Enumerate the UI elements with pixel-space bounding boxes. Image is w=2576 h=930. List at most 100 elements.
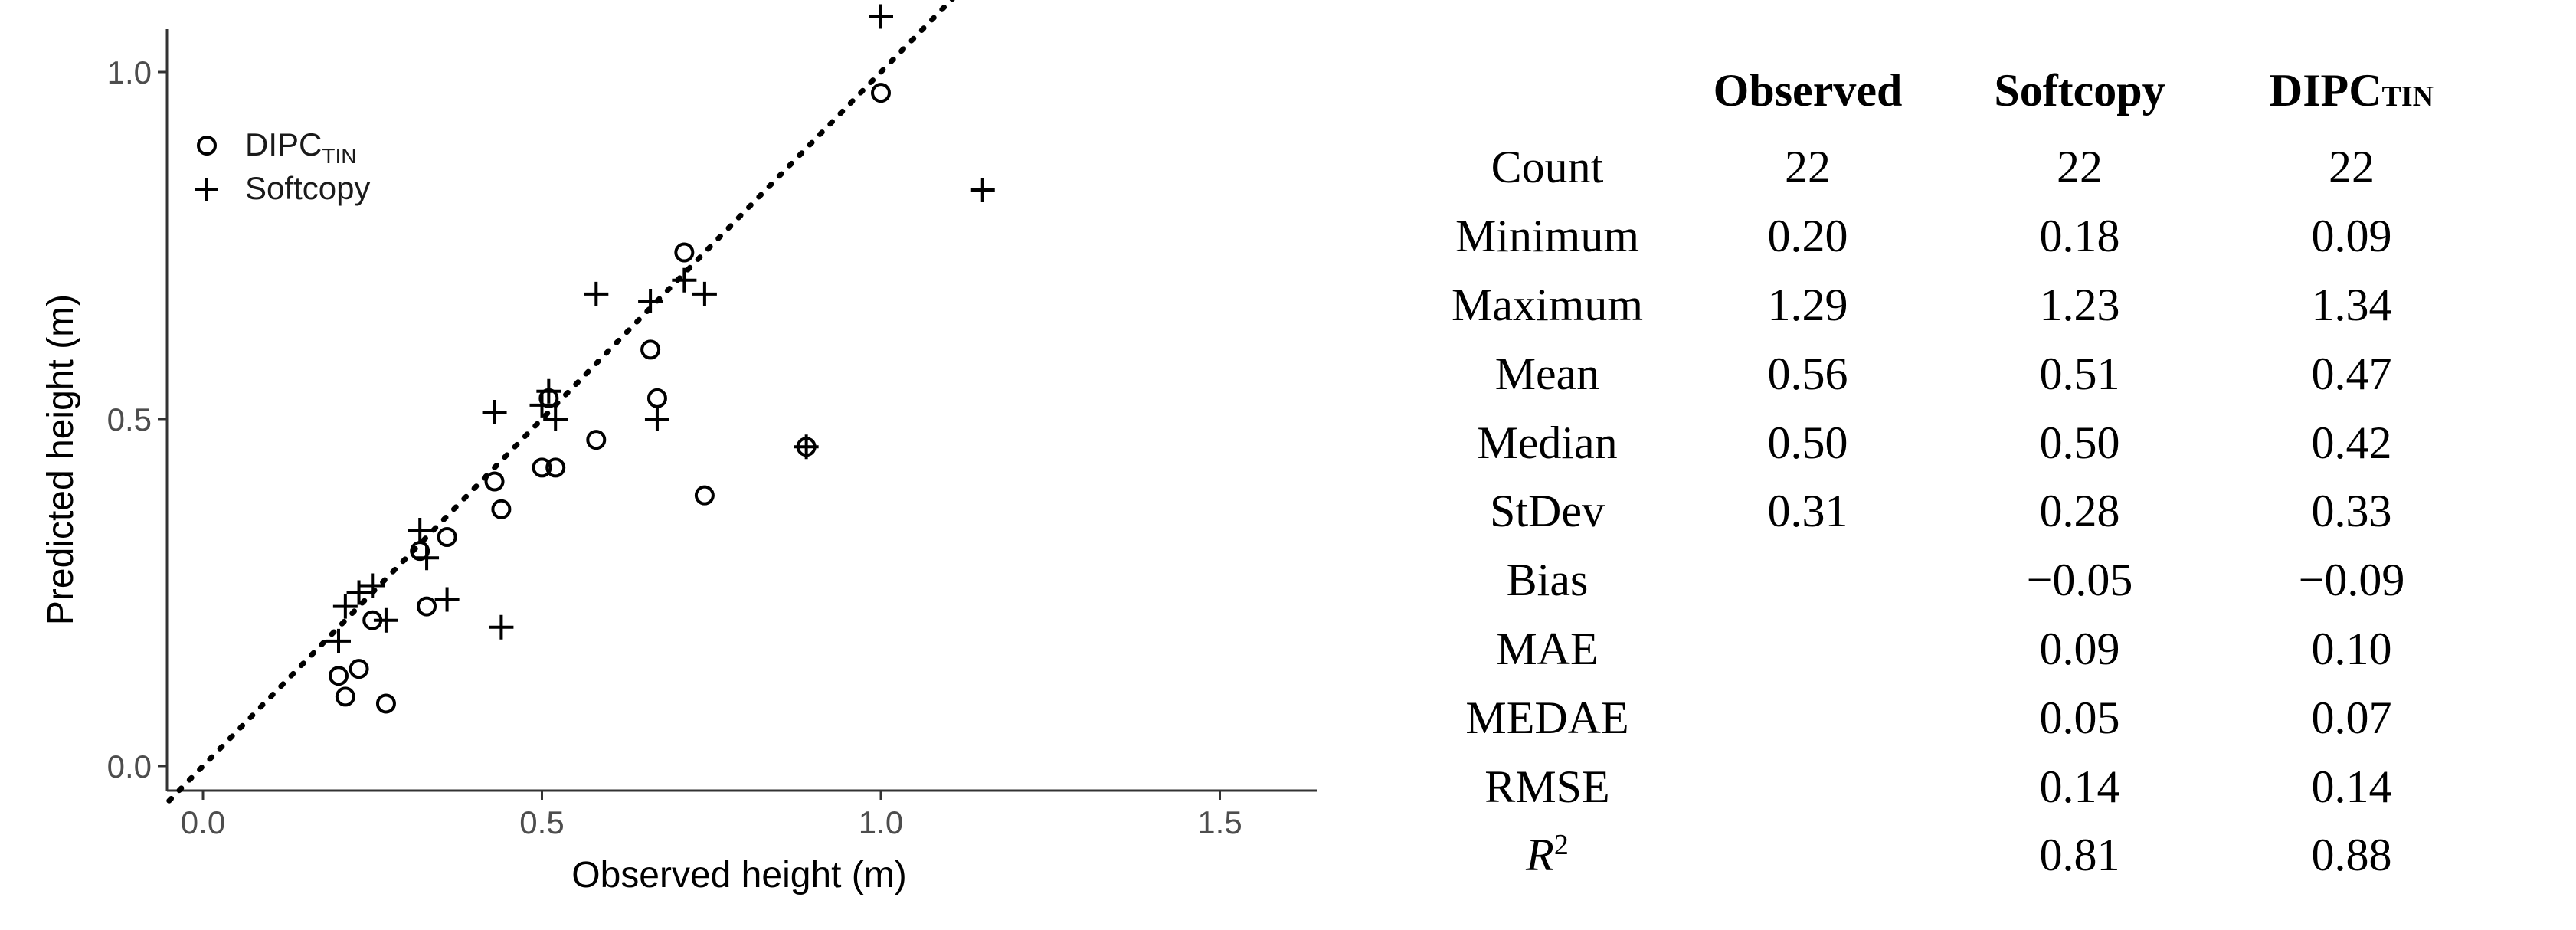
legend-label-softcopy: Softcopy <box>245 170 370 206</box>
softcopy-point <box>346 580 372 605</box>
dipc-point <box>335 686 355 707</box>
cell-observed: 0.50 <box>1767 417 1848 468</box>
cell-softcopy: 0.09 <box>2039 623 2120 674</box>
dipc-point <box>349 659 369 679</box>
x-tick-label: 1.5 <box>1197 804 1242 840</box>
cell-dipc: 0.88 <box>2311 830 2392 881</box>
legend-dipc-name: DIPC <box>245 126 322 162</box>
softcopy-point <box>434 587 460 612</box>
cell-dipc: 0.09 <box>2311 211 2392 262</box>
softcopy-point <box>360 573 385 598</box>
softcopy-point <box>543 407 568 431</box>
cell-softcopy: −0.05 <box>2026 555 2133 606</box>
softcopy-point <box>489 614 514 640</box>
table-header-row: Observed Softcopy DIPCTIN <box>1432 47 2497 133</box>
header-dipc-subscript: TIN <box>2381 80 2434 113</box>
table-row: MEDAE 0.05 0.07 <box>1432 683 2497 752</box>
row-label-superscript: 2 <box>1553 829 1569 862</box>
row-label-text: R <box>1526 830 1554 881</box>
dipc-point <box>646 388 667 408</box>
row-label: Mean <box>1494 348 1600 399</box>
cell-observed: 22 <box>1785 142 1831 193</box>
row-label: Median <box>1477 417 1618 468</box>
table-row: Bias −0.05 −0.09 <box>1432 546 2497 615</box>
cell-dipc: 0.47 <box>2311 348 2392 399</box>
row-label: RMSE <box>1484 761 1610 812</box>
cell-dipc: 0.42 <box>2311 417 2392 468</box>
cell-softcopy: 1.23 <box>2039 279 2120 330</box>
y-tick-label: 1.0 <box>107 54 152 90</box>
table-row: R2 0.81 0.88 <box>1432 821 2497 890</box>
softcopy-point <box>408 517 433 542</box>
header-blank <box>1432 47 1662 133</box>
dipc-point <box>586 430 607 450</box>
softcopy-point <box>482 399 507 424</box>
softcopy-point <box>869 4 893 29</box>
cell-dipc: 1.34 <box>2311 279 2392 330</box>
cell-dipc: 0.14 <box>2311 761 2392 812</box>
softcopy-point <box>692 281 717 306</box>
softcopy-point <box>536 378 561 404</box>
cell-softcopy: 0.81 <box>2039 830 2120 881</box>
table-row: RMSE 0.14 0.14 <box>1432 752 2497 821</box>
dipc-point <box>545 457 566 478</box>
x-tick-label: 0.0 <box>181 804 225 840</box>
dipc-point <box>484 471 505 492</box>
softcopy-point <box>373 607 398 633</box>
header-dipc: DIPCTIN <box>2206 47 2497 133</box>
legend: DIPCTIN Softcopy <box>195 126 370 206</box>
x-tick-label: 1.0 <box>859 804 903 840</box>
cell-observed <box>1662 821 1953 890</box>
y-tick-label: 0.5 <box>107 401 152 437</box>
row-label: R2 <box>1432 821 1662 890</box>
x-tick-label: 0.5 <box>519 804 564 840</box>
cell-dipc: 22 <box>2329 142 2375 193</box>
cell-softcopy: 0.05 <box>2039 692 2120 743</box>
dipc-point <box>532 457 552 478</box>
dipc-point <box>640 339 661 360</box>
cell-softcopy: 0.14 <box>2039 761 2120 812</box>
header-softcopy: Softcopy <box>1994 64 2165 116</box>
softcopy-point <box>638 288 663 313</box>
dipc-point <box>375 693 396 714</box>
table-row: Maximum 1.29 1.23 1.34 <box>1432 271 2497 340</box>
dipc-point <box>437 527 457 548</box>
cell-observed: 0.20 <box>1767 211 1848 262</box>
y-tick-label: 0.0 <box>107 748 152 784</box>
legend-dipc-subscript: TIN <box>322 144 356 168</box>
cell-softcopy: 0.51 <box>2039 348 2120 399</box>
softcopy-point <box>332 594 358 619</box>
softcopy-point <box>672 267 697 293</box>
legend-label-dipc: DIPCTIN <box>245 126 356 168</box>
softcopy-point <box>326 628 351 653</box>
scatter-plot: 0.00.51.01.50.00.51.01.5 Predicted heigh… <box>41 0 1317 896</box>
header-observed: Observed <box>1713 64 1903 116</box>
legend-circle-marker <box>197 136 217 156</box>
cell-observed <box>1662 546 1953 615</box>
row-label: MAE <box>1496 623 1599 674</box>
x-axis-title: Observed height (m) <box>571 855 907 896</box>
dipc-point <box>871 83 891 103</box>
row-label: Minimum <box>1455 211 1640 262</box>
cell-dipc: −0.09 <box>2298 555 2405 606</box>
row-label: Bias <box>1506 555 1589 606</box>
points <box>326 4 995 714</box>
legend-plus-marker <box>195 178 218 201</box>
dipc-point <box>674 242 695 263</box>
row-label: StDev <box>1490 486 1605 537</box>
cell-softcopy: 0.18 <box>2039 211 2120 262</box>
y-axis-title: Predicted height (m) <box>41 294 81 625</box>
softcopy-point <box>529 392 555 418</box>
softcopy-point <box>414 545 440 571</box>
softcopy-point <box>794 434 819 460</box>
dipc-point <box>329 666 349 686</box>
row-label: MEDAE <box>1465 692 1629 743</box>
cell-softcopy: 22 <box>2057 142 2103 193</box>
axes <box>165 29 1317 792</box>
row-label: Maximum <box>1452 279 1643 330</box>
cell-dipc: 0.33 <box>2311 486 2392 537</box>
table-row: StDev 0.31 0.28 0.33 <box>1432 477 2497 546</box>
dipc-point <box>491 499 512 519</box>
header-dipc-name: DIPC <box>2269 64 2382 116</box>
cell-observed <box>1662 615 1953 684</box>
